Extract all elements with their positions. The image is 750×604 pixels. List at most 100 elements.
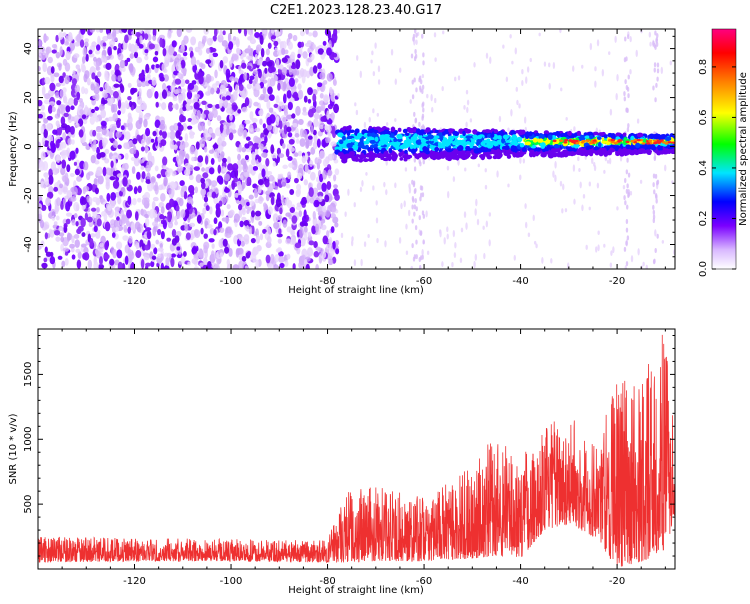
signal-blob <box>615 150 620 155</box>
noise-blob <box>150 138 155 143</box>
noise-blob <box>74 168 80 176</box>
faint-blob <box>368 116 371 123</box>
faint-blob <box>371 50 374 56</box>
faint-blob <box>572 164 576 172</box>
faint-blob <box>464 167 467 172</box>
noise-blob <box>138 87 142 97</box>
faint-blob <box>425 210 428 218</box>
signal-blob <box>370 155 375 162</box>
noise-blob <box>154 181 159 192</box>
signal-core <box>617 139 622 142</box>
noise-blob <box>240 240 246 247</box>
noise-blob <box>137 197 142 203</box>
signal-core <box>588 142 593 145</box>
noise-blob <box>107 46 112 56</box>
noise-blob <box>231 104 238 111</box>
noise-blob <box>277 68 282 75</box>
noise-blob <box>121 214 128 224</box>
noise-blob <box>320 224 327 231</box>
signal-blob <box>374 136 379 142</box>
noise-blob <box>237 188 242 196</box>
y-tick-label: 0 <box>23 143 34 149</box>
faint-blob <box>347 188 350 196</box>
noise-blob <box>201 121 206 132</box>
noise-blob <box>302 111 309 116</box>
faint-blob <box>390 48 394 56</box>
faint-blob <box>516 99 519 106</box>
noise-blob <box>294 242 302 249</box>
noise-blob <box>265 48 270 56</box>
noise-blob <box>253 188 258 199</box>
noise-blob <box>227 32 232 43</box>
noise-blob <box>73 201 80 212</box>
noise-blob <box>332 216 339 224</box>
faint-blob <box>660 66 664 75</box>
signal-blob <box>478 154 486 159</box>
faint-blob <box>453 252 457 259</box>
noise-blob <box>171 170 177 177</box>
noise-blob <box>222 30 226 36</box>
noise-blob <box>96 218 102 227</box>
signal-blob <box>402 128 408 134</box>
noise-blob <box>199 43 204 49</box>
streak-blob <box>418 121 421 127</box>
noise-blob <box>174 103 179 110</box>
noise-blob <box>317 191 324 198</box>
noise-blob <box>95 49 101 55</box>
noise-blob <box>45 251 52 257</box>
noise-blob <box>317 204 321 213</box>
noise-blob <box>209 38 214 43</box>
noise-blob <box>313 133 318 143</box>
signal-blob <box>573 151 578 155</box>
noise-blob <box>111 155 118 160</box>
signal-blob <box>538 138 544 143</box>
faint-blob <box>430 94 433 102</box>
noise-blob <box>102 99 108 104</box>
faint-blob <box>374 42 377 49</box>
noise-blob <box>40 151 46 160</box>
signal-blob <box>442 152 448 158</box>
streak-blob <box>419 79 423 85</box>
faint-blob <box>535 243 538 249</box>
noise-blob <box>285 148 290 158</box>
noise-blob <box>65 105 71 113</box>
noise-blob <box>53 186 59 192</box>
noise-blob <box>250 238 256 244</box>
noise-blob <box>146 88 153 99</box>
noise-blob <box>143 191 151 200</box>
signal-blob <box>338 145 343 152</box>
noise-blob <box>159 129 163 136</box>
spectrogram-x-axis-label: Height of straight line (km) <box>288 285 424 296</box>
noise-blob <box>59 89 64 98</box>
noise-blob <box>268 107 274 113</box>
noise-blob <box>259 93 265 100</box>
noise-blob <box>48 168 54 178</box>
noise-blob <box>210 250 215 259</box>
streak-blob <box>414 225 418 231</box>
signal-blob <box>496 148 501 154</box>
noise-blob <box>315 264 320 269</box>
faint-blob <box>363 241 367 248</box>
noise-blob <box>188 174 194 181</box>
streak-blob <box>652 182 655 188</box>
signal-blob <box>354 141 359 146</box>
faint-blob <box>442 30 445 35</box>
noise-blob <box>274 185 279 191</box>
noise-blob <box>330 112 335 121</box>
noise-blob <box>112 140 118 149</box>
streak-blob <box>413 254 417 260</box>
noise-blob <box>201 100 207 106</box>
noise-blob <box>279 207 283 215</box>
noise-blob <box>187 82 195 91</box>
faint-blob <box>609 108 613 116</box>
noise-blob <box>131 222 136 232</box>
noise-blob <box>89 138 93 145</box>
noise-blob <box>124 255 129 265</box>
noise-blob <box>114 191 121 198</box>
noise-blob <box>334 222 339 228</box>
noise-blob <box>81 56 86 64</box>
noise-blob <box>158 124 166 130</box>
noise-blob <box>203 29 210 35</box>
noise-blob <box>81 114 87 120</box>
noise-blob <box>299 67 305 77</box>
